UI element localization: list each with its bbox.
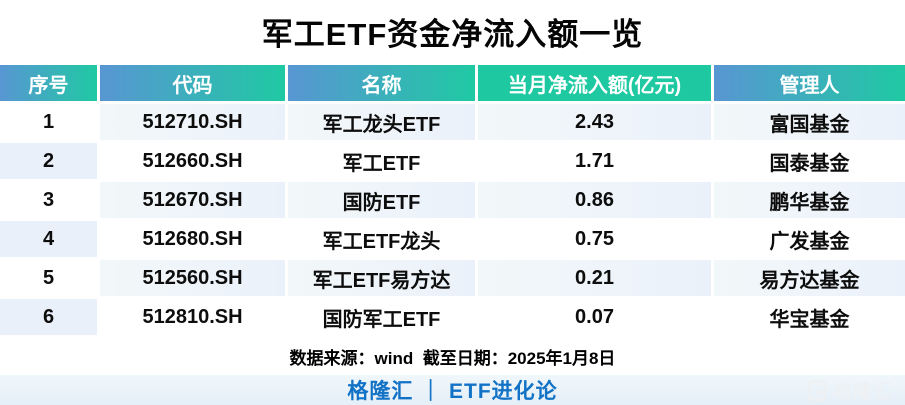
data-source-note: 数据来源：wind 截至日期：2025年1月8日 — [289, 349, 616, 368]
cell-manager: 广发基金 — [714, 221, 905, 257]
cell-manager: 国泰基金 — [714, 143, 905, 179]
cell-code: 512670.SH — [100, 182, 285, 218]
cell-inflow: 0.21 — [478, 260, 711, 296]
column-header-inflow: 当月净流入额(亿元) — [478, 65, 711, 101]
cell-code: 512560.SH — [100, 260, 285, 296]
cell-name: 国防ETF — [288, 182, 475, 218]
cell-index: 6 — [0, 299, 97, 335]
cell-index: 4 — [0, 221, 97, 257]
cell-name: 国防军工ETF — [288, 299, 475, 335]
gelonghui-watermark-logo: 格隆汇 — [805, 377, 893, 404]
cell-code: 512660.SH — [100, 143, 285, 179]
cell-inflow: 1.71 — [478, 143, 711, 179]
cell-manager: 鹏华基金 — [714, 182, 905, 218]
cell-name: 军工ETF — [288, 143, 475, 179]
cell-index: 1 — [0, 104, 97, 140]
cell-code: 512680.SH — [100, 221, 285, 257]
footer-band: 格隆汇 ｜ ETF进化论 格隆汇 — [0, 375, 905, 405]
cell-manager: 富国基金 — [714, 104, 905, 140]
cell-code: 512810.SH — [100, 299, 285, 335]
cell-manager: 易方达基金 — [714, 260, 905, 296]
brand-line: 格隆汇 ｜ ETF进化论 — [347, 380, 558, 403]
column-header-name: 名称 — [288, 65, 475, 101]
cell-index: 5 — [0, 260, 97, 296]
watermark-text: 格隆汇 — [832, 381, 893, 403]
column-header-code: 代码 — [100, 65, 285, 101]
cell-code: 512710.SH — [100, 104, 285, 140]
gelonghui-g-icon — [805, 378, 829, 402]
column-header-index: 序号 — [0, 65, 97, 101]
cell-name: 军工龙头ETF — [288, 104, 475, 140]
column-header-manager: 管理人 — [714, 65, 905, 101]
cell-inflow: 2.43 — [478, 104, 711, 140]
cell-name: 军工ETF龙头 — [288, 221, 475, 257]
etf-inflow-table: 序号 代码 名称 当月净流入额(亿元) 管理人 1 512710.SH 军工龙头… — [0, 65, 905, 335]
cell-index: 3 — [0, 182, 97, 218]
cell-manager: 华宝基金 — [714, 299, 905, 335]
cell-inflow: 0.75 — [478, 221, 711, 257]
cell-index: 2 — [0, 143, 97, 179]
cell-inflow: 0.86 — [478, 182, 711, 218]
cell-name: 军工ETF易方达 — [288, 260, 475, 296]
page-title: 军工ETF资金净流入额一览 — [261, 17, 644, 52]
cell-inflow: 0.07 — [478, 299, 711, 335]
